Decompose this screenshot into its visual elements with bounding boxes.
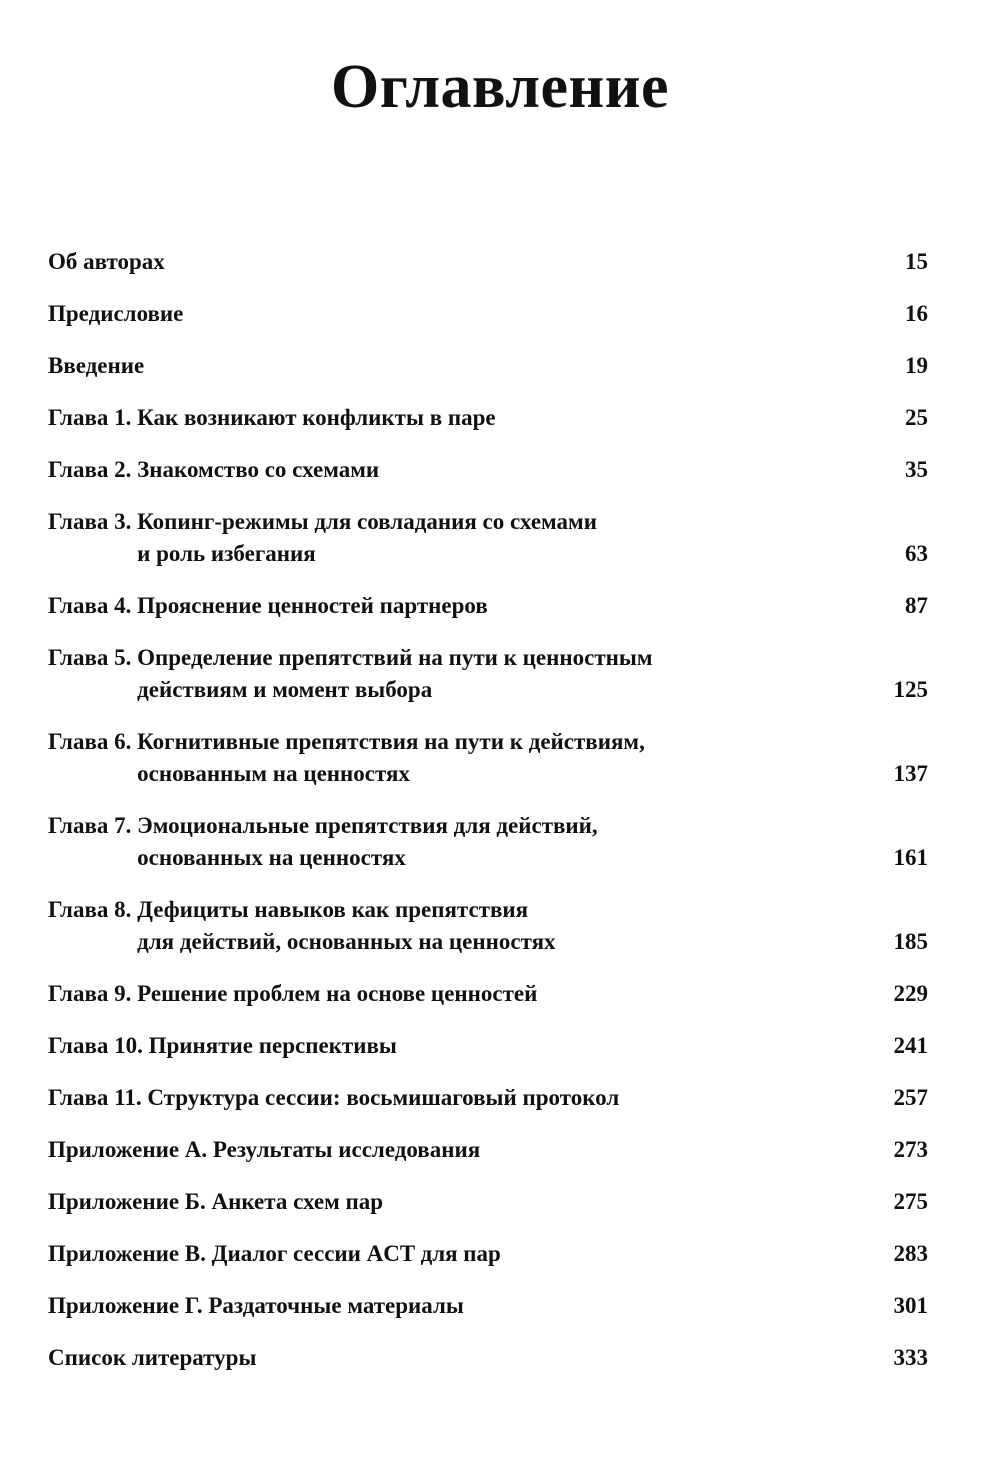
entry-title-line: Знакомство со схемами [137,457,380,482]
toc-entry: Глава 9. Решение проблем на основе ценно… [48,978,928,1010]
entry-title-line: Диалог сессии ACT для пар [211,1241,501,1266]
chapter-label: Глава 9. [48,981,138,1006]
toc-entry: Об авторах 15 [48,246,928,278]
page-number: 283 [893,1241,929,1266]
page-number: 15 [905,249,928,274]
entry-title: Определение препятствий на пути к ценнос… [137,642,868,706]
entry-title: Об авторах [48,246,868,278]
table-of-contents: Об авторах 15 Предисловие 16 Введение 19 Глава… [48,246,928,1394]
chapter-label: Глава 6. [48,729,138,754]
entry-title: Копинг-режимы для совладания со схемами и… [137,506,868,570]
entry-title: Диалог сессии ACT для пар [212,1238,868,1270]
entry-title: Принятие перспективы [149,1030,868,1062]
chapter-label: Глава 11. [48,1085,148,1110]
entry-title: Когнитивные препятствия на пути к действ… [137,726,868,790]
entry-title-line: Введение [48,353,145,378]
entry-title-line: основанным на ценностях [137,761,410,786]
chapter-label: Приложение Б. [48,1189,212,1214]
page-number: 137 [893,761,929,786]
page-number: 25 [905,405,928,430]
entry-title-line: для действий, основанных на ценностях [137,929,556,954]
entry-title-line: Анкета схем пар [211,1189,384,1214]
entry-title-line: Принятие перспективы [148,1033,397,1058]
entry-title-line: Определение препятствий на пути к ценнос… [137,645,653,670]
entry-title: Анкета схем пар [212,1186,868,1218]
entry-title-line: Предисловие [48,301,184,326]
toc-entry: Глава 6. Когнитивные препятствия на пути… [48,726,928,790]
entry-title: Эмоциональные препятствия для действий, о… [137,810,868,874]
entry-title: Структура сессии: восьмишаговый протокол [147,1082,868,1114]
entry-title-line: Когнитивные препятствия на пути к действ… [137,729,645,754]
page-number: 301 [893,1293,929,1318]
chapter-label: Приложение А. [48,1137,213,1162]
toc-entry: Приложение В. Диалог сессии ACT для пар 2… [48,1238,928,1270]
entry-title-line: Копинг-режимы для совладания со схемами [137,509,597,534]
toc-entry: Глава 1. Как возникают конфликты в паре 2… [48,402,928,434]
entry-title-line: Раздаточные материалы [208,1293,464,1318]
page-number: 35 [905,457,928,482]
page-number: 229 [893,981,929,1006]
toc-entry: Глава 7. Эмоциональные препятствия для д… [48,810,928,874]
entry-title: Введение [48,350,868,382]
page-number: 63 [905,541,928,566]
entry-title-line: Структура сессии: восьмишаговый протокол [147,1085,620,1110]
entry-title: Список литературы [48,1342,868,1374]
toc-entry: Глава 8. Дефициты навыков как препятстви… [48,894,928,958]
toc-entry: Глава 11. Структура сессии: восьмишаговы… [48,1082,928,1114]
entry-title-line: Об авторах [48,249,165,274]
entry-title: Знакомство со схемами [137,454,868,486]
chapter-label: Глава 5. [48,645,138,670]
toc-entry: Приложение Г. Раздаточные материалы 301 [48,1290,928,1322]
entry-title-line: и роль избегания [137,541,316,566]
chapter-label: Глава 7. [48,813,138,838]
page-number: 185 [893,929,929,954]
entry-title-line: основанных на ценностях [137,845,406,870]
toc-entry: Глава 3. Копинг-режимы для совладания со… [48,506,928,570]
page-number: 161 [893,845,929,870]
toc-entry: Глава 5. Определение препятствий на пути… [48,642,928,706]
toc-entry: Предисловие 16 [48,298,928,330]
entry-title: Решение проблем на основе ценностей [137,978,868,1010]
entry-title: Как возникают конфликты в паре [137,402,868,434]
entry-title-line: действиям и момент выбора [137,677,433,702]
entry-title: Предисловие [48,298,868,330]
page-number: 19 [905,353,928,378]
entry-title: Результаты исследования [213,1134,868,1166]
entry-title-line: Список литературы [48,1345,257,1370]
entry-title: Прояснение ценностей партнеров [137,590,868,622]
chapter-label: Глава 2. [48,457,138,482]
chapter-label: Глава 10. [48,1033,149,1058]
page-title: Оглавление [331,53,669,121]
page-number: 257 [893,1085,929,1110]
toc-entry: Введение 19 [48,350,928,382]
page-number: 273 [893,1137,929,1162]
entry-title-line: Дефициты навыков как препятствия [137,897,529,922]
chapter-label: Приложение Г. [48,1293,209,1318]
toc-entry: Глава 2. Знакомство со схемами 35 [48,454,928,486]
toc-entry: Приложение Б. Анкета схем пар 275 [48,1186,928,1218]
chapter-label: Глава 3. [48,509,138,534]
entry-title: Раздаточные материалы [208,1290,868,1322]
page-number: 241 [893,1033,929,1058]
entry-title-line: Решение проблем на основе ценностей [137,981,538,1006]
page-number: 333 [893,1345,929,1370]
entry-title-line: Результаты исследования [212,1137,481,1162]
entry-title-line: Как возникают конфликты в паре [137,405,496,430]
toc-entry: Глава 4. Прояснение ценностей партнеров 8… [48,590,928,622]
entry-title-line: Прояснение ценностей партнеров [137,593,488,618]
toc-entry: Список литературы 333 [48,1342,928,1374]
entry-title-line: Эмоциональные препятствия для действий, [137,813,598,838]
toc-entry: Глава 10. Принятие перспективы 241 [48,1030,928,1062]
page-number: 125 [893,677,929,702]
chapter-label: Приложение В. [48,1241,212,1266]
chapter-label: Глава 8. [48,897,138,922]
page-number: 275 [893,1189,929,1214]
chapter-label: Глава 1. [48,405,138,430]
page-number: 87 [905,593,928,618]
entry-title: Дефициты навыков как препятствия для дейс… [137,894,868,958]
toc-entry: Приложение А. Результаты исследования 273 [48,1134,928,1166]
chapter-label: Глава 4. [48,593,138,618]
page-number: 16 [905,301,928,326]
